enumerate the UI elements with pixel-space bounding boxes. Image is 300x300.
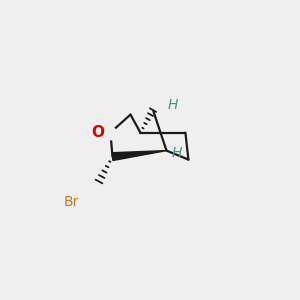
Text: H: H (172, 146, 182, 160)
Polygon shape (112, 151, 166, 160)
Text: O: O (92, 125, 104, 140)
Text: H: H (167, 98, 178, 112)
Text: Br: Br (64, 195, 79, 208)
